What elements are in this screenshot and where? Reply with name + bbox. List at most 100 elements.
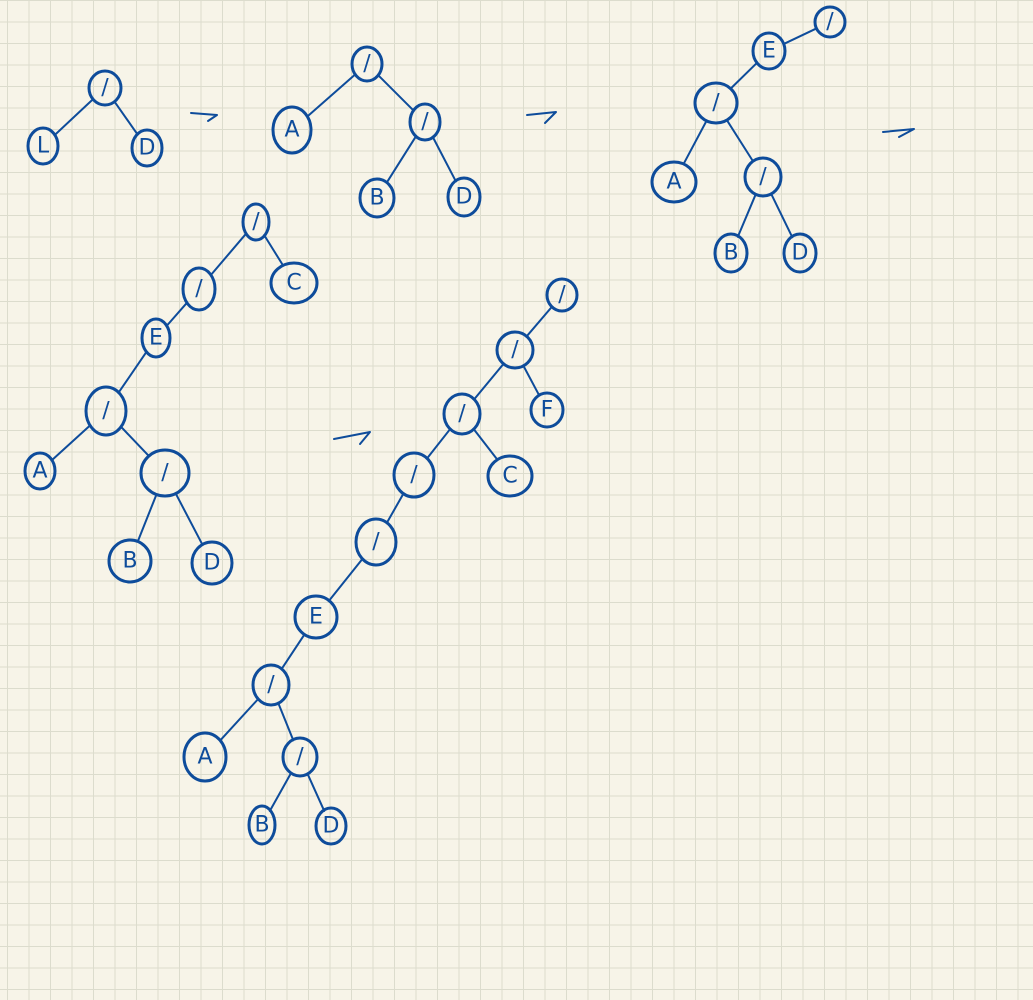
- tree-5-node-t5-div1: /: [495, 330, 535, 370]
- tree-2-node-t2-a: A: [271, 105, 313, 155]
- edges-layer: [51, 27, 818, 813]
- tree-3-edge-t3-div2-to-t3-d: [770, 192, 794, 239]
- tree-4-node-circle: [107, 538, 153, 584]
- tree-3-node-circle: [751, 31, 787, 71]
- tree-5-node-circle: [545, 277, 579, 313]
- tree-1-node-circle: [87, 69, 123, 107]
- tree-1-node-t1-r: D: [130, 128, 164, 168]
- tree-5-node-circle: [247, 804, 277, 846]
- tree-2-node-circle: [358, 177, 396, 219]
- tree-5-node-circle: [314, 806, 348, 846]
- tree-5-node-t5-div6: /: [281, 736, 319, 778]
- tree-5-node-circle: [293, 594, 339, 640]
- tree-3-node-label: D: [792, 241, 809, 266]
- tree-4-node-label: /: [195, 277, 203, 302]
- tree-5-node-circle: [495, 330, 535, 370]
- tree-5-node-t5-div5: /: [251, 663, 291, 707]
- tree-3-node-label: B: [723, 241, 738, 266]
- tree-4-node-label: C: [286, 271, 301, 296]
- tree-4-node-label: /: [252, 210, 260, 235]
- tree-4-node-circle: [269, 261, 319, 305]
- tree-1-node-t1-l: L: [26, 126, 60, 166]
- tree-4-edge-t4-div1-to-t4-e: [165, 301, 188, 327]
- tree-3-node-label: /: [759, 165, 767, 190]
- tree-2-edge-t2-div-to-t2-b: [385, 134, 418, 184]
- tree-3-node-circle: [713, 232, 749, 274]
- tree-4-node-label: B: [122, 549, 137, 574]
- arrow-3-icon: [882, 128, 915, 138]
- tree-2-node-circle: [350, 45, 384, 83]
- tree-3-edge-t3-div1-to-t3-div2: [725, 119, 755, 163]
- tree-4-node-t4-div1: /: [181, 266, 217, 312]
- tree-5-node-t5-f: F: [529, 391, 565, 429]
- tree-2-node-circle: [271, 105, 313, 155]
- tree-5-node-circle: [486, 454, 534, 498]
- tree-5-node-circle: [529, 391, 565, 429]
- tree-4-node-t4-b: B: [107, 538, 153, 584]
- tree-4-node-label: D: [204, 551, 221, 576]
- tree-5-edge-t5-div1-to-t5-f: [522, 364, 541, 397]
- tree-4-node-t4-div3: /: [139, 448, 191, 498]
- tree-5-edge-t5-div5-to-t5-a: [219, 698, 260, 742]
- tree-1-edge-t1-root-to-t1-r: [113, 100, 139, 136]
- tree-4-edge-t4-root-to-t4-c: [263, 234, 284, 266]
- tree-5-node-t5-b: B: [247, 804, 277, 846]
- tree-4-node-t4-div2: /: [84, 385, 128, 437]
- tree-2-node-t2-div: /: [408, 102, 442, 142]
- tree-3-node-t3-e: E: [751, 31, 787, 71]
- tree-2-node-t2-root: /: [350, 45, 384, 83]
- tree-3-node-circle: [813, 5, 847, 39]
- tree-3-node-label: E: [762, 39, 776, 64]
- tree-4-edge-t4-root-to-t4-div1: [209, 232, 247, 276]
- tree-5-edge-t5-e-to-t5-div5: [280, 633, 306, 671]
- tree-4-edge-t4-div2-to-t4-div3: [120, 425, 150, 457]
- arrow-2-icon: [526, 111, 557, 124]
- tree-5-node-label: /: [410, 463, 418, 488]
- tree-1-node-circle: [26, 126, 60, 166]
- tree-4-node-t4-root: /: [241, 202, 271, 242]
- tree-5-node-circle: [354, 517, 398, 567]
- tree-4-node-t4-d: D: [190, 540, 234, 586]
- tree-3-node-t3-div1: /: [693, 81, 739, 125]
- tree-5-edge-t5-div6-to-t5-d: [306, 772, 326, 812]
- tree-3-node-t3-div2: /: [743, 156, 783, 198]
- tree-5-node-label: F: [541, 398, 554, 423]
- tree-4-node-circle: [23, 451, 57, 491]
- tree-2-node-label: A: [284, 118, 299, 143]
- tree-3-node-label: /: [826, 10, 834, 35]
- tree-5-edge-t5-root-to-t5-div1: [525, 305, 553, 338]
- nodes-layer: / L D / A / B D / E / A / B D / C / E / A / B D / / F / C / / E / A / B D: [23, 5, 847, 846]
- tree-4-node-label: E: [149, 326, 163, 351]
- tree-4-node-circle: [190, 540, 234, 586]
- tree-2-node-t2-b: B: [358, 177, 396, 219]
- tree-2-edge-t2-root-to-t2-div: [377, 74, 415, 112]
- tree-5-node-t5-div3: /: [392, 451, 436, 499]
- tree-4-node-t4-e: E: [140, 317, 172, 359]
- tree-2-node-label: /: [363, 52, 371, 77]
- tree-4-node-circle: [139, 448, 191, 498]
- tree-1-node-label: /: [101, 76, 109, 101]
- tree-1-node-t1-root: /: [87, 69, 123, 107]
- tree-5-edge-t5-div6-to-t5-b: [268, 771, 293, 813]
- tree-1-edge-t1-root-to-t1-l: [54, 98, 94, 136]
- tree-3-node-circle: [782, 232, 818, 274]
- tree-2-edge-t2-root-to-t2-a: [306, 73, 356, 118]
- tree-5-node-label: A: [197, 745, 212, 770]
- tree-5-node-label: D: [323, 814, 340, 839]
- tree-5-edge-t5-div2-to-t5-c: [472, 428, 499, 461]
- tree-5-node-t5-d: D: [314, 806, 348, 846]
- tree-3-node-circle: [650, 160, 698, 204]
- tree-3-node-t3-root: /: [813, 5, 847, 39]
- tree-4-edge-t4-e-to-t4-div2: [117, 350, 148, 394]
- tree-5-node-circle: [392, 451, 436, 499]
- tree-4-node-circle: [241, 202, 271, 242]
- tree-2-node-label: B: [369, 186, 384, 211]
- tree-5-node-circle: [182, 731, 228, 783]
- tree-5-node-label: /: [458, 402, 466, 427]
- tree-5-edge-t5-div4-to-t5-e: [328, 557, 364, 602]
- tree-1-node-label: D: [139, 136, 156, 161]
- tree-5-node-t5-e: E: [293, 594, 339, 640]
- tree-5-node-label: /: [511, 338, 519, 363]
- tree-5-node-label: /: [558, 283, 566, 308]
